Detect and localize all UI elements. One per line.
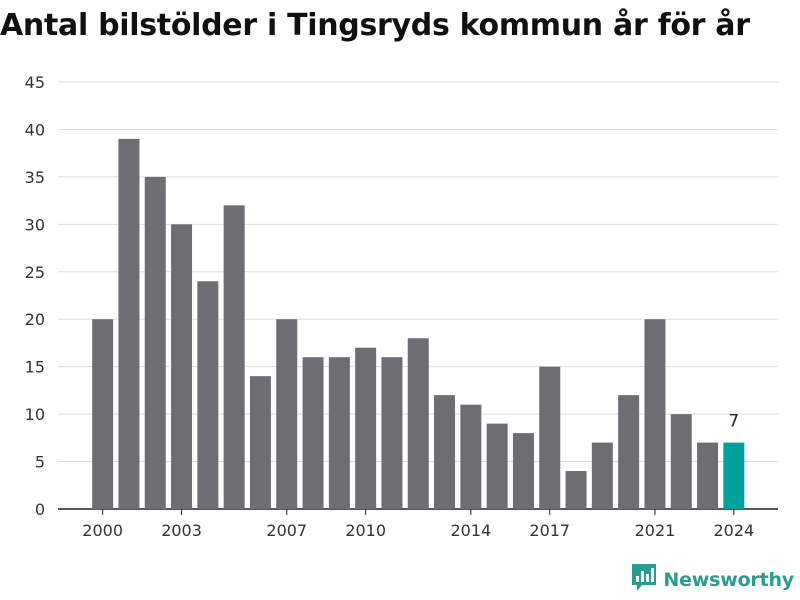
bar-2004: [197, 281, 219, 509]
bar-2007: [276, 319, 298, 509]
bar-2010: [355, 347, 377, 509]
y-tick-label-30: 30: [25, 215, 45, 234]
y-tick-label-10: 10: [25, 405, 45, 424]
x-axis-ticks: 2000 2003 2007 2010 2014 2017 2021 2024: [82, 509, 754, 540]
bar-2002: [144, 176, 166, 509]
x-tick-label-2003: 2003: [161, 521, 202, 540]
bar-2020: [618, 395, 640, 509]
bar-2019: [591, 442, 613, 509]
x-tick-label-2014: 2014: [450, 521, 491, 540]
x-tick-label-2010: 2010: [345, 521, 386, 540]
bar-2021: [644, 319, 666, 509]
x-tick-label-2021: 2021: [635, 521, 676, 540]
y-tick-label-35: 35: [25, 168, 45, 187]
bar-2008: [302, 357, 324, 509]
bar-2015: [486, 423, 508, 509]
bar-2014: [460, 404, 482, 509]
bar-2018: [565, 471, 587, 509]
bar-2001: [118, 138, 140, 509]
bar-2022: [670, 414, 692, 509]
bars: [92, 138, 745, 510]
bar-2024: [723, 442, 745, 509]
y-tick-label-15: 15: [25, 358, 45, 377]
data-label-2024: 7: [728, 412, 739, 432]
bar-2011: [381, 357, 403, 509]
bar-2023: [697, 442, 719, 509]
y-axis-ticks: 0 5 10 15 20 25 30 35 40 45: [25, 73, 45, 519]
bar-2005: [223, 205, 245, 510]
bar-2017: [539, 366, 561, 509]
y-tick-label-20: 20: [25, 310, 45, 329]
y-tick-label-40: 40: [25, 120, 45, 139]
bar-2006: [249, 376, 271, 509]
brand-logo: Newsworthy: [631, 564, 794, 596]
brand-name: Newsworthy: [663, 569, 794, 591]
y-tick-label-5: 5: [35, 453, 45, 472]
chart-title: Antal bilstölder i Tingsryds kommun år f…: [0, 8, 750, 43]
bar-2009: [328, 357, 350, 509]
x-tick-label-2024: 2024: [713, 521, 754, 540]
bar-2016: [512, 433, 534, 509]
newsworthy-logo-icon: [631, 563, 657, 597]
bar-2013: [434, 395, 456, 509]
x-tick-label-2007: 2007: [266, 521, 307, 540]
x-tick-label-2000: 2000: [82, 521, 123, 540]
y-tick-label-25: 25: [25, 263, 45, 282]
bar-2003: [171, 224, 193, 509]
x-tick-label-2017: 2017: [529, 521, 570, 540]
data-labels: 7: [728, 412, 739, 432]
bar-2000: [92, 319, 114, 509]
y-tick-label-45: 45: [25, 73, 45, 92]
bar-2012: [407, 338, 429, 509]
y-tick-label-0: 0: [35, 500, 45, 519]
